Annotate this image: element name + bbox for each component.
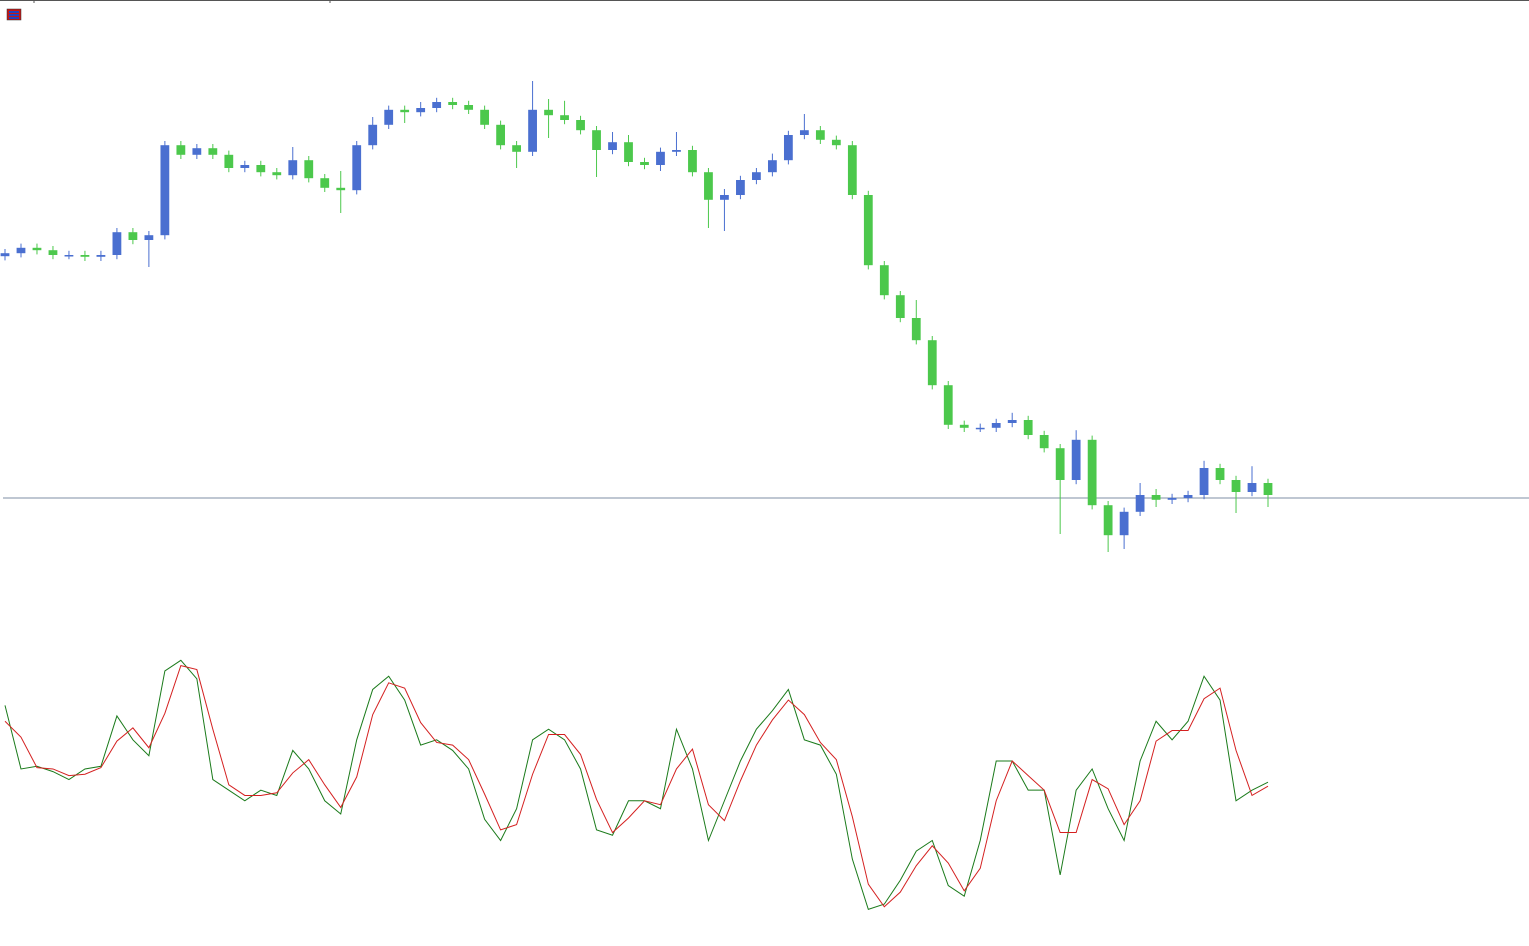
candle-body [975,427,985,430]
candle-body [192,148,202,155]
oscillator-line [4,659,1269,911]
candle-body [592,130,601,150]
candle-body [416,108,426,113]
candle-body [288,160,298,176]
candle-body [1231,480,1241,492]
icon-bar [9,14,19,16]
candle-body [352,145,362,191]
candle-body [448,102,458,105]
candle-body [400,109,410,113]
candle-body [160,145,170,236]
candle-body [863,195,873,266]
candle-body [272,172,282,176]
candle-body [1247,483,1257,492]
candle-body [336,187,346,191]
candle-body [1215,468,1225,480]
candle-body [991,423,1001,428]
candle-body [1167,498,1177,500]
menu-icon[interactable] [6,8,22,21]
candle-body [560,115,569,120]
candle-body [208,148,218,155]
candle-body [464,105,474,110]
icon-bar [9,11,19,13]
candle-body [1087,439,1097,506]
candle-body [1039,435,1049,449]
candle-body [576,120,585,131]
candle-body [144,235,154,240]
oscillator-line [4,665,1269,908]
candle-body [767,160,777,173]
candle-body [32,247,42,251]
candle-body [847,145,857,195]
candle-body [432,102,442,108]
candle-body [943,385,953,425]
candle-body [640,162,649,165]
candle-body [480,109,490,125]
candle-body [1263,483,1273,495]
candle-body [879,265,889,296]
candle-body [112,232,122,255]
candle-body [528,109,537,152]
candle-body [624,142,633,162]
candle-body [1055,448,1065,480]
candle-body [831,139,841,146]
candle-body [544,109,553,116]
candle-body [320,178,330,188]
candle-body [256,165,266,173]
candle-body [176,145,186,155]
candle-body [688,150,697,173]
candle-body [384,109,394,125]
candle-body [224,154,234,168]
candle-body [895,295,905,318]
candle-body [1183,495,1193,498]
candle-body [911,318,921,341]
candle-body [1103,505,1113,536]
candle-body [608,142,617,150]
candle-body [128,232,138,240]
candle-body [783,135,793,161]
candle-body [1151,495,1161,500]
candle-body [0,253,10,257]
candle-body [736,180,745,195]
candle-body [1007,420,1017,423]
candle-body [656,151,665,165]
candle-body [16,247,26,254]
candle-body [720,195,729,200]
candle-body [927,340,937,386]
candle-body [672,150,681,152]
candle-body [1135,495,1145,512]
candle-body [815,130,825,140]
candle-body [96,255,106,257]
candle-body [1071,439,1081,480]
candle-body [799,130,809,135]
candle-body [752,172,761,180]
candle-body [304,160,314,179]
candle-body [368,124,378,146]
candle-body [1199,468,1209,495]
candle-body [704,172,713,200]
candle-body [80,255,90,257]
candle-body [240,165,250,168]
candle-body [48,250,58,255]
candle-body [959,424,969,428]
candle-body [496,124,506,146]
candle-body [512,145,521,152]
candle-body [64,255,74,257]
candle-body [1119,511,1129,536]
icon-bar [9,17,19,19]
candle-body [1023,420,1033,435]
